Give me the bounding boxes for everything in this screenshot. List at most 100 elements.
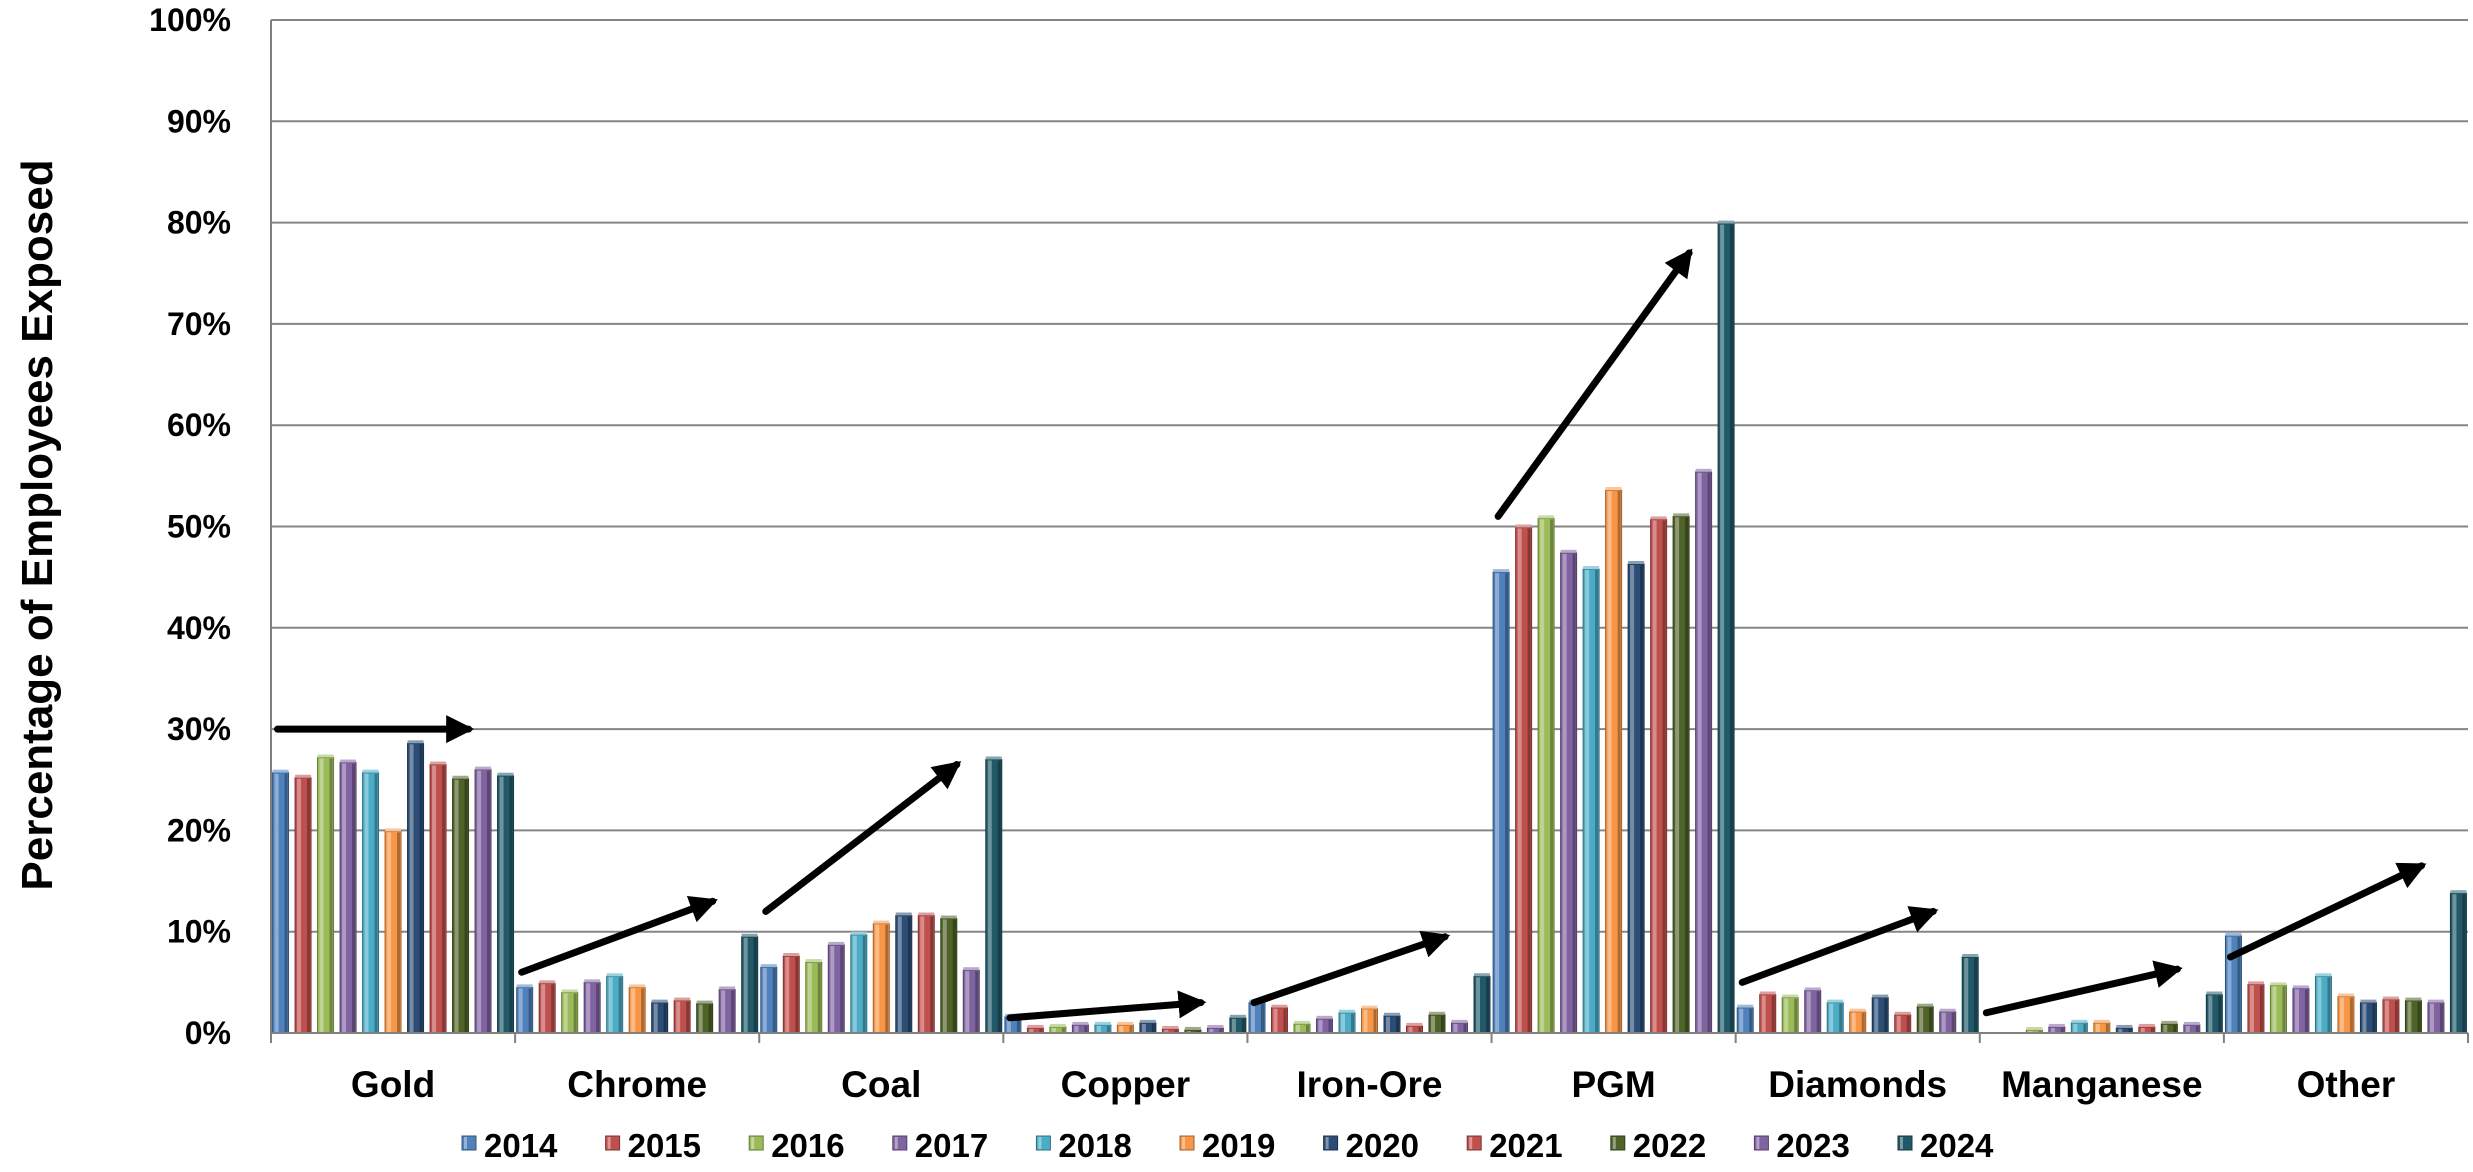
bar (1627, 560, 1645, 1034)
bar (384, 828, 402, 1034)
trend-arrow (1738, 906, 1939, 986)
bar (1406, 1022, 1423, 1034)
bar (985, 756, 1003, 1034)
bar (1736, 1004, 1754, 1034)
axes (270, 20, 2469, 1043)
x-category-label: Chrome (567, 1064, 707, 1105)
bar (2070, 1019, 2088, 1034)
bar (1161, 1025, 1179, 1034)
legend-item: 2017 (892, 1127, 988, 1164)
x-category-label: PGM (1571, 1064, 1655, 1105)
bar (1026, 1024, 1044, 1034)
y-axis-tick-labels: 0% 10% 20% 30% 40% 50% 60% 70% 80% 90% 100% (149, 2, 231, 1051)
bar (1849, 1008, 1867, 1034)
bar (2093, 1019, 2111, 1034)
bar (872, 920, 890, 1034)
y-tick-label: 10% (167, 914, 231, 950)
x-category-label: Other (2297, 1064, 2396, 1105)
y-tick-label: 80% (167, 205, 231, 241)
bar (962, 967, 980, 1034)
bar (1293, 1020, 1311, 1034)
bar (1139, 1019, 1157, 1034)
trend-arrow (2226, 862, 2427, 961)
bar (827, 941, 845, 1034)
legend-label: 2014 (484, 1127, 558, 1164)
bar (1804, 987, 1822, 1034)
bar (1781, 994, 1799, 1034)
legend-item: 2014 (461, 1127, 558, 1164)
bar (2160, 1020, 2178, 1034)
bar (1605, 487, 1623, 1034)
y-tick-label: 60% (167, 407, 231, 443)
legend-item: 2019 (1179, 1127, 1275, 1164)
bar (1560, 549, 1578, 1034)
bar (452, 775, 470, 1034)
trend-arrow (1250, 930, 1451, 1007)
bar (1650, 516, 1668, 1034)
y-tick-label: 20% (167, 812, 231, 848)
bar (1894, 1011, 1912, 1034)
bar (1695, 468, 1713, 1034)
bar (651, 999, 669, 1034)
y-tick-label: 40% (167, 610, 231, 646)
bar (917, 912, 935, 1034)
legend-item: 2016 (748, 1127, 845, 1164)
bar (805, 959, 823, 1034)
bar (850, 931, 868, 1034)
bar (2205, 991, 2223, 1034)
bar (1049, 1023, 1067, 1034)
legend-item: 2024 (1897, 1127, 1994, 1164)
bar (1939, 1008, 1957, 1034)
legend-label: 2017 (915, 1127, 988, 1164)
legend-item: 2015 (605, 1127, 701, 1164)
legend-label: 2024 (1920, 1127, 1994, 1164)
bar (339, 759, 357, 1034)
legend-item: 2020 (1323, 1127, 1419, 1164)
trend-arrow (762, 761, 962, 915)
legend-label: 2019 (1202, 1127, 1275, 1164)
bar (1672, 513, 1690, 1034)
bar (2224, 932, 2242, 1034)
legend-item: 2021 (1466, 1127, 1563, 1164)
x-category-label: Iron-Ore (1297, 1064, 1443, 1105)
x-category-label: Copper (1061, 1064, 1191, 1105)
bar (2359, 999, 2377, 1034)
bar (895, 912, 913, 1034)
bar (1515, 524, 1533, 1034)
bar (2115, 1024, 2133, 1034)
bar (516, 984, 534, 1034)
bar (1271, 1004, 1288, 1034)
bar (628, 984, 646, 1034)
bar (1582, 566, 1600, 1034)
bar (606, 973, 624, 1034)
bar (1871, 994, 1889, 1034)
bar (696, 1000, 714, 1034)
bar (561, 989, 579, 1034)
bar (2292, 985, 2310, 1034)
x-category-label: Diamonds (1768, 1064, 1947, 1105)
gridlines (271, 19, 2468, 1034)
bar (1316, 1015, 1333, 1034)
bar (2404, 997, 2422, 1034)
bar (583, 979, 601, 1034)
bar (1826, 999, 1844, 1034)
bar (2314, 973, 2332, 1034)
y-tick-label: 30% (167, 711, 231, 747)
y-axis-title: Percentage of Employees Exposed (13, 159, 62, 890)
bar (497, 772, 515, 1034)
y-tick-label: 0% (185, 1015, 231, 1051)
bar (2382, 996, 2400, 1034)
bar (940, 915, 958, 1034)
legend-label: 2015 (628, 1127, 701, 1164)
legend-label: 2018 (1058, 1127, 1131, 1164)
trend-arrow (1982, 960, 2183, 1017)
bar (1473, 973, 1491, 1034)
legend-item: 2018 (1035, 1127, 1132, 1164)
bar (1338, 1009, 1356, 1034)
bars (272, 220, 2467, 1034)
bar (538, 980, 556, 1034)
legend-item: 2023 (1753, 1127, 1850, 1164)
legend-label: 2016 (771, 1127, 844, 1164)
bar (1916, 1003, 1934, 1034)
legend-label: 2022 (1633, 1127, 1706, 1164)
